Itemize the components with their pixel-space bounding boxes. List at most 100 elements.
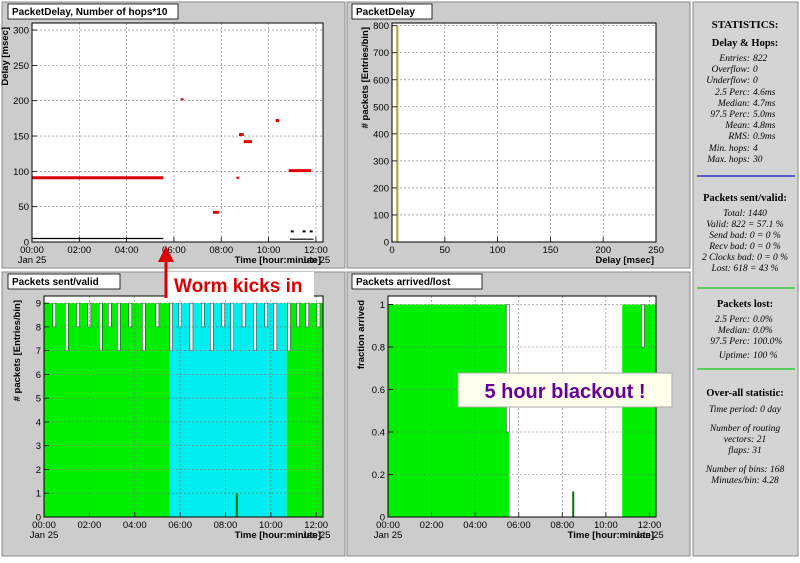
- y-tick-label: 8: [36, 322, 41, 333]
- stats-line-value: 4.7ms: [753, 99, 776, 109]
- chart-title: Packets arrived/lost: [356, 277, 451, 288]
- area-block: [388, 304, 509, 517]
- blackout-label-box: [457, 372, 673, 408]
- stats-line-value: 4.8ms: [753, 121, 776, 131]
- x-tick-label: 02:00: [420, 520, 444, 531]
- x-tick-sublabel: Jan 25: [635, 530, 664, 541]
- x-tick-label: 04:00: [115, 245, 139, 256]
- y-tick-label: 6: [36, 370, 41, 381]
- stats-line: Valid: 822 = 57.1 %: [706, 220, 783, 230]
- y-tick-label: 5: [36, 394, 41, 405]
- stats-line: 2 Clocks bad: 0 = 0 %: [702, 253, 788, 263]
- stats-line-label: Median:: [717, 326, 750, 336]
- stats-line: flaps: 31: [728, 445, 762, 456]
- dip-mark: [155, 302, 160, 328]
- y-tick-label: 100: [13, 167, 29, 178]
- stats-line: Send bad: 0 = 0 %: [709, 231, 781, 241]
- plot-area: [392, 23, 656, 242]
- dip-mark: [316, 302, 321, 328]
- y-tick-label: 0.4: [372, 428, 385, 439]
- x-tick-label: 06:00: [162, 245, 186, 256]
- y-tick-label: 0: [384, 238, 389, 249]
- data-point: [302, 230, 306, 233]
- dip-mark: [87, 302, 92, 328]
- y-axis-label: fraction arrived: [356, 300, 367, 369]
- stats-line-label: RMS:: [727, 132, 750, 142]
- chart-title-box: [7, 3, 179, 20]
- chart-title-box: [351, 3, 433, 20]
- stats-line: Minutes/bin: 4.28: [710, 476, 779, 486]
- stats-line-label: Underflow:: [706, 75, 750, 86]
- dip-mark: [305, 302, 309, 328]
- x-tick-label: 12:00: [304, 245, 328, 256]
- dip-mark: [296, 302, 300, 328]
- dip-mark: [108, 302, 112, 328]
- y-tick-label: 600: [373, 75, 389, 86]
- y-tick-label: 200: [373, 183, 389, 194]
- data-point: [180, 98, 184, 101]
- x-axis-label: Time [hour:minute]: [235, 530, 321, 541]
- dip-mark: [76, 302, 80, 328]
- x-tick-label: 100: [490, 245, 506, 256]
- x-axis-label: Time [hour:minute]: [235, 255, 321, 266]
- stats-packets-heading: Packets sent/valid:: [703, 193, 787, 204]
- y-tick-label: 800: [373, 21, 389, 32]
- area-block: [169, 303, 287, 517]
- x-tick-label: 10:00: [259, 520, 283, 531]
- stats-title: STATISTICS:: [712, 19, 779, 31]
- stats-line-label: Min. hops:: [708, 144, 750, 154]
- dip-mark: [506, 304, 510, 433]
- x-tick-label: 150: [542, 245, 558, 256]
- x-tick-label: 08:00: [209, 245, 233, 256]
- spike-mark: [572, 491, 575, 517]
- x-tick-label: 04:00: [463, 520, 487, 531]
- y-tick-label: 150: [13, 132, 29, 143]
- x-tick-sublabel: Jan 25: [302, 530, 331, 541]
- stats-line-label: Mean:: [724, 121, 750, 131]
- y-tick-label: 0: [24, 238, 29, 249]
- stats-line-label: 2.5 Perc:: [715, 88, 750, 98]
- y-tick-label: 0: [36, 513, 41, 524]
- x-tick-label: 250: [648, 245, 664, 256]
- stats-line: vectors: 21: [724, 435, 766, 445]
- y-tick-label: 100: [373, 210, 389, 221]
- x-tick-label: 06:00: [168, 520, 192, 531]
- stats-line-value: 4: [753, 144, 758, 154]
- x-tick-label: 50: [440, 245, 451, 256]
- y-axis-label: # packets [Entries/bin]: [12, 300, 23, 401]
- stats-overall-lines: Time period: 0 day Number of routingvecto…: [705, 405, 785, 486]
- statistics-sidebar: STATISTICS: Delay & Hops: Entries: 822Ove…: [697, 19, 795, 486]
- x-tick-label: 12:00: [638, 520, 662, 531]
- x-tick-label: 10:00: [257, 245, 281, 256]
- x-tick-label: 200: [595, 245, 611, 256]
- x-tick-label: 04:00: [123, 520, 147, 531]
- stats-delay-heading: Delay & Hops:: [712, 38, 779, 49]
- stats-line-label: Overflow:: [711, 64, 750, 75]
- y-tick-label: 9: [36, 299, 41, 310]
- stats-line-value: 4.6ms: [753, 88, 776, 98]
- x-tick-label: 00:00: [20, 245, 44, 256]
- plot-frame: [31, 22, 324, 243]
- stats-line-value: 5.0ms: [753, 110, 776, 120]
- stats-lost-lines: 2.5 Perc: 0.0%Median: 0.0%97.5 Perc: 100.0%…: [710, 315, 782, 361]
- dip-mark: [178, 302, 182, 328]
- x-tick-label: 0: [389, 245, 394, 256]
- chart-title-box: [7, 273, 121, 290]
- data-point: [236, 176, 240, 179]
- x-tick-sublabel: Jan 25: [302, 255, 331, 266]
- stats-line-value: 0.0%: [753, 315, 773, 325]
- x-tick-label: 08:00: [550, 520, 574, 531]
- chart-histogram: PacketDelay 0 50 100 150 200 250 0 100 200 300 400 5…: [351, 3, 664, 266]
- spike-mark: [235, 493, 238, 517]
- blackout-annotation: 5 hour blackout !: [457, 372, 673, 408]
- y-tick-label: 300: [373, 156, 389, 167]
- stats-line-label: Median:: [717, 99, 750, 109]
- stats-line: Number of bins: 168: [705, 464, 785, 475]
- worm-annotation: Worm kicks in: [158, 246, 314, 298]
- stats-line-value: 822: [753, 54, 768, 64]
- stats-overall-heading: Over-all statistic:: [706, 388, 783, 399]
- x-tick-label: 00:00: [376, 520, 400, 531]
